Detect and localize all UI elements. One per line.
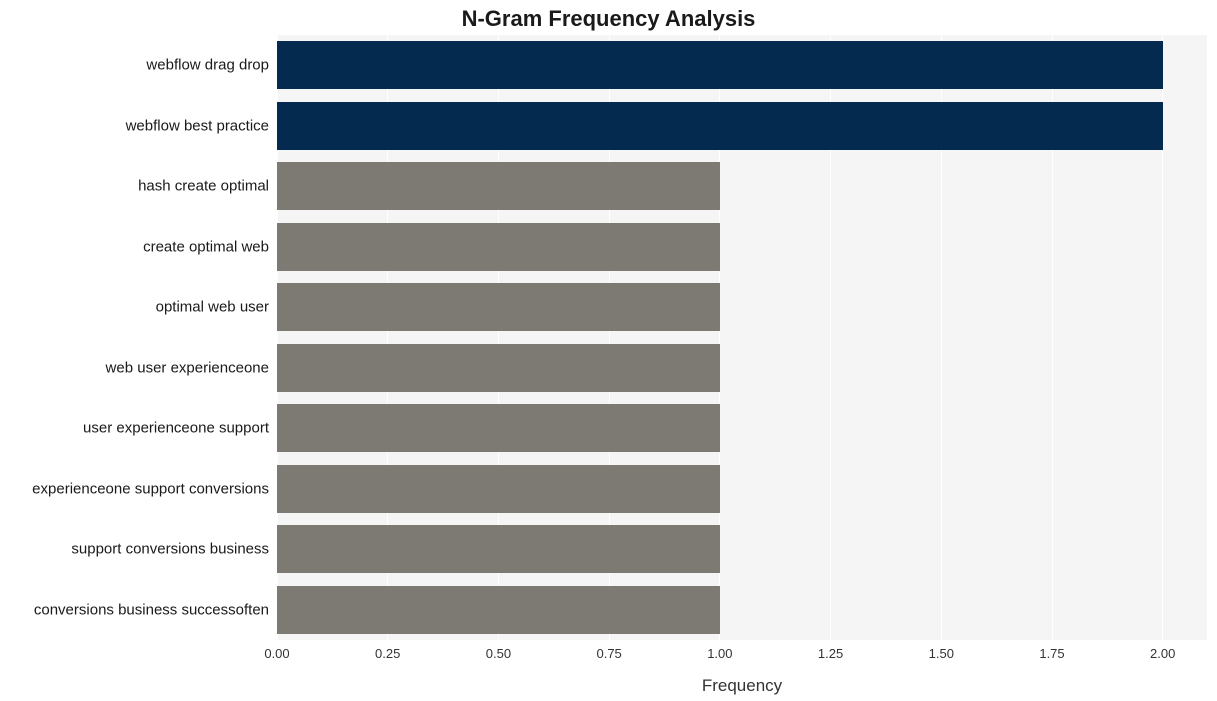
x-axis-label: Frequency: [702, 676, 782, 696]
x-tick-label: 1.25: [818, 640, 843, 661]
y-tick-label: webflow best practice: [126, 117, 277, 134]
ngram-frequency-chart: N-Gram Frequency Analysis webflow drag d…: [0, 0, 1217, 701]
bar: [277, 586, 720, 634]
chart-title: N-Gram Frequency Analysis: [0, 6, 1217, 32]
y-tick-label: user experienceone support: [83, 420, 277, 437]
x-tick-label: 0.50: [486, 640, 511, 661]
y-tick-label: create optimal web: [143, 238, 277, 255]
bar: [277, 102, 1163, 150]
plot-area: webflow drag dropwebflow best practiceha…: [277, 35, 1207, 640]
x-tick-label: 0.25: [375, 640, 400, 661]
bar: [277, 465, 720, 513]
x-tick-label: 2.00: [1150, 640, 1175, 661]
bar: [277, 223, 720, 271]
y-tick-label: web user experienceone: [106, 359, 277, 376]
bar: [277, 344, 720, 392]
y-tick-label: hash create optimal: [138, 178, 277, 195]
bar: [277, 162, 720, 210]
bar: [277, 41, 1163, 89]
bar: [277, 283, 720, 331]
x-tick-label: 0.75: [596, 640, 621, 661]
y-tick-label: optimal web user: [156, 299, 277, 316]
x-tick-label: 0.00: [264, 640, 289, 661]
bar: [277, 404, 720, 452]
y-tick-label: experienceone support conversions: [32, 480, 277, 497]
bar: [277, 525, 720, 573]
y-tick-label: conversions business successoften: [34, 601, 277, 618]
y-tick-label: webflow drag drop: [146, 57, 277, 74]
x-tick-label: 1.50: [929, 640, 954, 661]
x-tick-label: 1.75: [1039, 640, 1064, 661]
y-tick-label: support conversions business: [71, 541, 277, 558]
x-tick-label: 1.00: [707, 640, 732, 661]
